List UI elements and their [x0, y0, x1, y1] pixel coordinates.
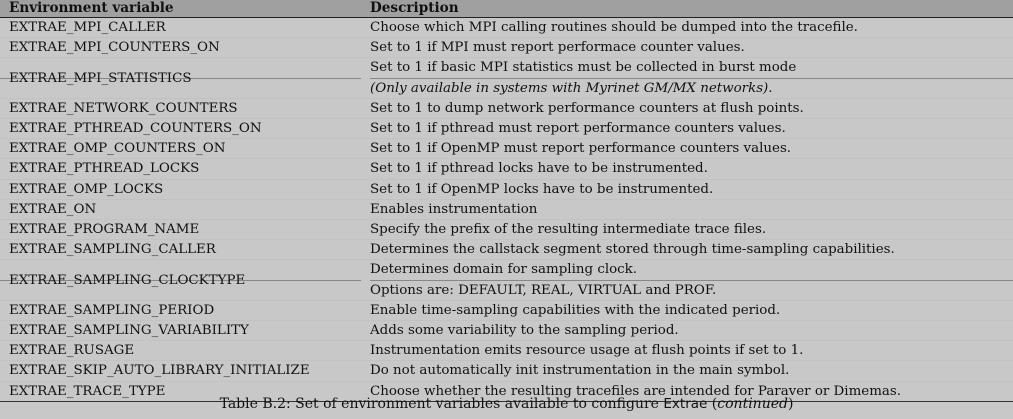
- table-row: EXTRAE_MPI_CALLER Choose which MPI callin…: [0, 17, 1013, 39]
- table-row: EXTRAE_ON Enables instrumentation: [0, 199, 1013, 221]
- table-header-row: Environment variable Description: [0, 0, 1013, 18]
- table-row: EXTRAE_PTHREAD_COUNTERS_ON Set to 1 if pt…: [0, 118, 1013, 140]
- caption-prefix: Table B.2: Set of environment variables …: [219, 396, 659, 412]
- table-caption: Table B.2: Set of environment variables …: [219, 396, 794, 412]
- env-variable-name: EXTRAE_SAMPLING_CALLER: [0, 239, 361, 261]
- env-variable-name: EXTRAE_PTHREAD_COUNTERS_ON: [0, 118, 361, 140]
- env-variable-description: Choose which MPI calling routines should…: [361, 17, 1013, 39]
- table-row: EXTRAE_NETWORK_COUNTERS Set to 1 to dump …: [0, 98, 1013, 120]
- env-variable-description: Adds some variability to the sampling pe…: [361, 320, 1013, 342]
- env-variable-description: Set to 1 if pthread locks have to be ins…: [361, 158, 1013, 180]
- table-row: EXTRAE_SAMPLING_VARIABILITY Adds some var…: [0, 320, 1013, 342]
- table-row: EXTRAE_PROGRAM_NAME Specify the prefix of…: [0, 219, 1013, 241]
- env-variable-description: Set to 1 if OpenMP locks have to be inst…: [361, 179, 1013, 200]
- env-variable-name: EXTRAE_NETWORK_COUNTERS: [0, 98, 361, 120]
- env-variable-name: EXTRAE_MPI_COUNTERS_ON: [0, 37, 361, 59]
- description-line: Set to 1 if basic MPI statistics must be…: [370, 60, 797, 76]
- table-row: EXTRAE_MPI_COUNTERS_ON Set to 1 if MPI mu…: [0, 37, 1013, 59]
- env-variable-description: Determines domain for sampling clock. Opt…: [361, 259, 1013, 301]
- table-row: EXTRAE_SAMPLING_CALLER Determines the cal…: [0, 239, 1013, 261]
- row-divider: [0, 78, 361, 80]
- table-row: EXTRAE_SAMPLING_PERIOD Enable time-sampli…: [0, 300, 1013, 322]
- env-variable-description: Instrumentation emits resource usage at …: [361, 340, 1013, 362]
- env-variable-description: Do not automatically init instrumentatio…: [361, 360, 1013, 382]
- env-variable-description: Set to 1 if OpenMP must report performan…: [361, 138, 1013, 160]
- env-variable-name-text: EXTRAE_MPI_STATISTICS: [9, 70, 192, 86]
- env-variable-name: EXTRAE_RUSAGE: [0, 340, 361, 362]
- env-variable-name: EXTRAE_TRACE_TYPE: [0, 381, 361, 402]
- env-variable-description: Choose whether the resulting tracefiles …: [361, 381, 1013, 402]
- description-line: (Only available in systems with Myrinet …: [370, 77, 1013, 98]
- env-variable-name: EXTRAE_MPI_STATISTICS: [0, 57, 361, 99]
- env-variable-name: EXTRAE_PTHREAD_LOCKS: [0, 158, 361, 180]
- table-row: EXTRAE_PTHREAD_LOCKS Set to 1 if pthread …: [0, 158, 1013, 180]
- env-variable-description: Set to 1 if MPI must report performace c…: [361, 37, 1013, 59]
- env-variable-name: EXTRAE_SAMPLING_VARIABILITY: [0, 320, 361, 342]
- env-variable-name: EXTRAE_MPI_CALLER: [0, 17, 361, 39]
- env-variable-description: Determines the callstack segment stored …: [361, 239, 1013, 261]
- header-description: Description: [361, 0, 1013, 18]
- env-variable-name: EXTRAE_SAMPLING_CLOCKTYPE: [0, 259, 361, 301]
- table-row: EXTRAE_RUSAGE Instrumentation emits resou…: [0, 340, 1013, 362]
- env-variable-name: EXTRAE_PROGRAM_NAME: [0, 219, 361, 241]
- caption-continued: continued: [717, 396, 788, 412]
- env-variable-description: Set to 1 if basic MPI statistics must be…: [361, 57, 1013, 99]
- env-variable-description: Set to 1 to dump network performance cou…: [361, 98, 1013, 120]
- env-variable-description: Set to 1 if pthread must report performa…: [361, 118, 1013, 140]
- caption-product: Extrae: [663, 396, 708, 412]
- env-variable-name-text: EXTRAE_SAMPLING_CLOCKTYPE: [9, 272, 246, 288]
- env-variable-name: EXTRAE_ON: [0, 199, 361, 221]
- table-body: EXTRAE_MPI_CALLER Choose which MPI callin…: [0, 17, 1013, 402]
- environment-variables-table: Environment variable Description EXTRAE_…: [0, 0, 1013, 402]
- header-environment-variable: Environment variable: [0, 0, 361, 18]
- table-row: EXTRAE_TRACE_TYPE Choose whether the resu…: [0, 381, 1013, 402]
- description-line: Options are: DEFAULT, REAL, VIRTUAL and …: [370, 279, 1013, 300]
- row-divider: [0, 280, 361, 282]
- table-row: EXTRAE_MPI_STATISTICS Set to 1 if basic M…: [0, 57, 1013, 99]
- table-row: EXTRAE_SAMPLING_CLOCKTYPE Determines doma…: [0, 259, 1013, 301]
- env-variable-name: EXTRAE_OMP_COUNTERS_ON: [0, 138, 361, 160]
- description-line: Determines domain for sampling clock.: [370, 262, 638, 278]
- env-variable-name: EXTRAE_OMP_LOCKS: [0, 179, 361, 200]
- env-variable-description: Enable time-sampling capabilities with t…: [361, 300, 1013, 322]
- env-variable-description: Enables instrumentation: [361, 199, 1013, 221]
- env-variable-name: EXTRAE_SAMPLING_PERIOD: [0, 300, 361, 322]
- env-variable-description: Specify the prefix of the resulting inte…: [361, 219, 1013, 241]
- table-row: EXTRAE_SKIP_AUTO_LIBRARY_INITIALIZE Do no…: [0, 360, 1013, 382]
- env-variable-name: EXTRAE_SKIP_AUTO_LIBRARY_INITIALIZE: [0, 360, 361, 382]
- table-row: EXTRAE_OMP_LOCKS Set to 1 if OpenMP locks…: [0, 179, 1013, 200]
- table-row: EXTRAE_OMP_COUNTERS_ON Set to 1 if OpenMP…: [0, 138, 1013, 160]
